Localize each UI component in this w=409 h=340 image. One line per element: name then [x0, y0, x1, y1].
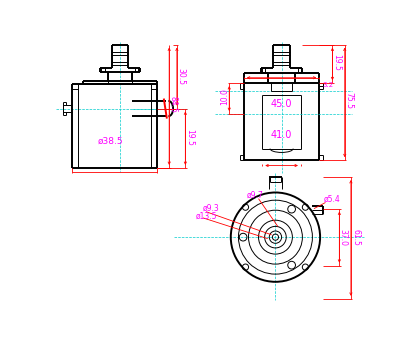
Text: 30.5: 30.5: [176, 68, 185, 85]
Text: ø38.5: ø38.5: [98, 136, 124, 146]
Text: ø13.5: ø13.5: [196, 212, 217, 221]
Text: 84.5: 84.5: [169, 96, 178, 113]
Text: 41.0: 41.0: [271, 130, 292, 140]
Text: 19.5: 19.5: [332, 54, 341, 71]
Text: ø5.4: ø5.4: [323, 195, 340, 204]
Text: 37.0: 37.0: [339, 229, 348, 245]
Text: 61.5: 61.5: [352, 229, 361, 245]
Text: 10.0: 10.0: [220, 89, 229, 105]
Text: 45.0: 45.0: [271, 99, 292, 109]
Text: 19.5: 19.5: [185, 130, 194, 146]
Text: ø9.3: ø9.3: [203, 203, 220, 212]
Text: 75.5: 75.5: [344, 92, 353, 109]
Text: 3.2: 3.2: [322, 82, 333, 88]
Text: ø9.7: ø9.7: [246, 191, 263, 200]
